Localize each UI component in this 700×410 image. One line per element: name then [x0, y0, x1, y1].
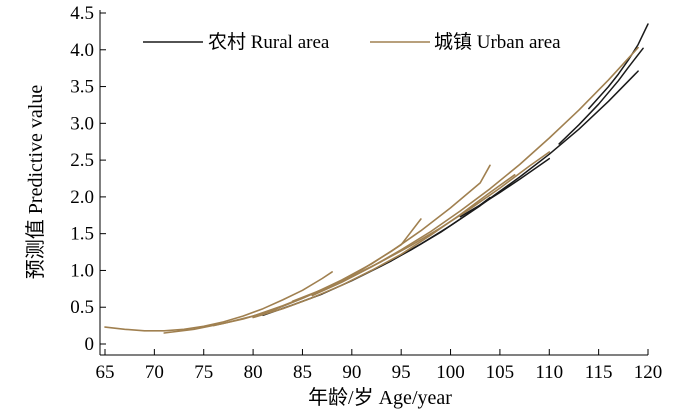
rural-series-line-3: [489, 70, 639, 200]
rural-series-line-2: [459, 157, 551, 218]
x-tick-label: 120: [634, 362, 663, 383]
y-axis-title: 预测值 Predictive value: [24, 85, 47, 280]
y-ticks: 0 0.5 1.0 1.5 2.0 2.5 3.0 3.5 4.0 4.5: [70, 3, 106, 355]
y-tick-label: 1.0: [70, 260, 94, 281]
x-tick-label: 105: [486, 362, 515, 383]
urban-series-line-4: [291, 151, 551, 303]
x-tick-label: 75: [194, 362, 213, 383]
rural-series-line-0: [262, 196, 491, 317]
x-tick-label: 110: [535, 362, 563, 383]
urban-series-line-5: [311, 46, 639, 297]
rural-series-line-5: [588, 23, 649, 110]
urban-series-line-3: [252, 174, 516, 319]
y-tick-label: 1.5: [70, 224, 94, 245]
legend-rural-label: 农村 Rural area: [208, 31, 330, 53]
urban-series-line-0: [104, 271, 333, 332]
series-layer: [104, 23, 649, 334]
y-tick-label: 0: [85, 334, 95, 355]
legend-urban-label: 城镇 Urban area: [434, 31, 561, 53]
y-tick-label: 3.0: [70, 113, 94, 134]
x-tick-label: 115: [585, 362, 613, 383]
rural-series-line-4: [558, 47, 644, 145]
x-tick-label: 95: [392, 362, 411, 383]
y-tick-label: 2.0: [70, 187, 94, 208]
urban-series-line-1: [163, 218, 422, 334]
x-tick-label: 90: [342, 362, 361, 383]
y-tick-label: 2.5: [70, 150, 94, 171]
x-axis-title: 年龄/岁 Age/year: [308, 386, 452, 409]
x-tick-label: 85: [293, 362, 312, 383]
x-tick-label: 70: [145, 362, 164, 383]
urban-series-line-2: [212, 164, 491, 327]
x-tick-label: 80: [244, 362, 263, 383]
y-tick-label: 4.5: [70, 3, 94, 24]
x-ticks: 65 70 75 80 85 90 95 100 105 110 115 120: [96, 349, 663, 383]
y-tick-label: 3.5: [70, 77, 94, 98]
y-tick-label: 4.0: [70, 40, 94, 61]
y-tick-label: 0.5: [70, 297, 94, 318]
x-tick-label: 100: [436, 362, 465, 383]
legend: 农村 Rural area 城镇 Urban area: [143, 31, 561, 53]
axes: [99, 10, 648, 356]
x-tick-label: 65: [96, 362, 115, 383]
